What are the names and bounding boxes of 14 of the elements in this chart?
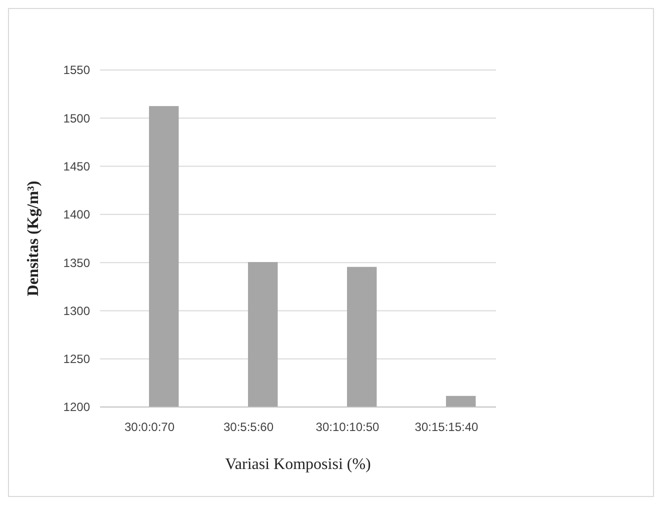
- x-axis-title: Variasi Komposisi (%): [225, 456, 371, 473]
- x-tick-label: 30:5:5:60: [223, 420, 274, 434]
- x-tick-label: 30:15:15:40: [414, 420, 479, 434]
- y-tick-label: 1350: [63, 256, 90, 270]
- x-tick-label: 30:0:0:70: [124, 420, 175, 434]
- y-axis-title: Densitas (Kg/m³): [25, 180, 42, 296]
- y-tick-label: 1300: [63, 304, 90, 318]
- x-tick-label: 30:10:10:50: [316, 420, 380, 434]
- y-tick-label: 1400: [63, 208, 90, 222]
- y-tick-label: 1450: [63, 159, 90, 174]
- y-tick-label: 1250: [63, 352, 90, 366]
- y-tick-label: 1500: [63, 111, 90, 126]
- y-tick-label: 1550: [63, 63, 90, 78]
- y-tick-label: 1200: [63, 400, 90, 414]
